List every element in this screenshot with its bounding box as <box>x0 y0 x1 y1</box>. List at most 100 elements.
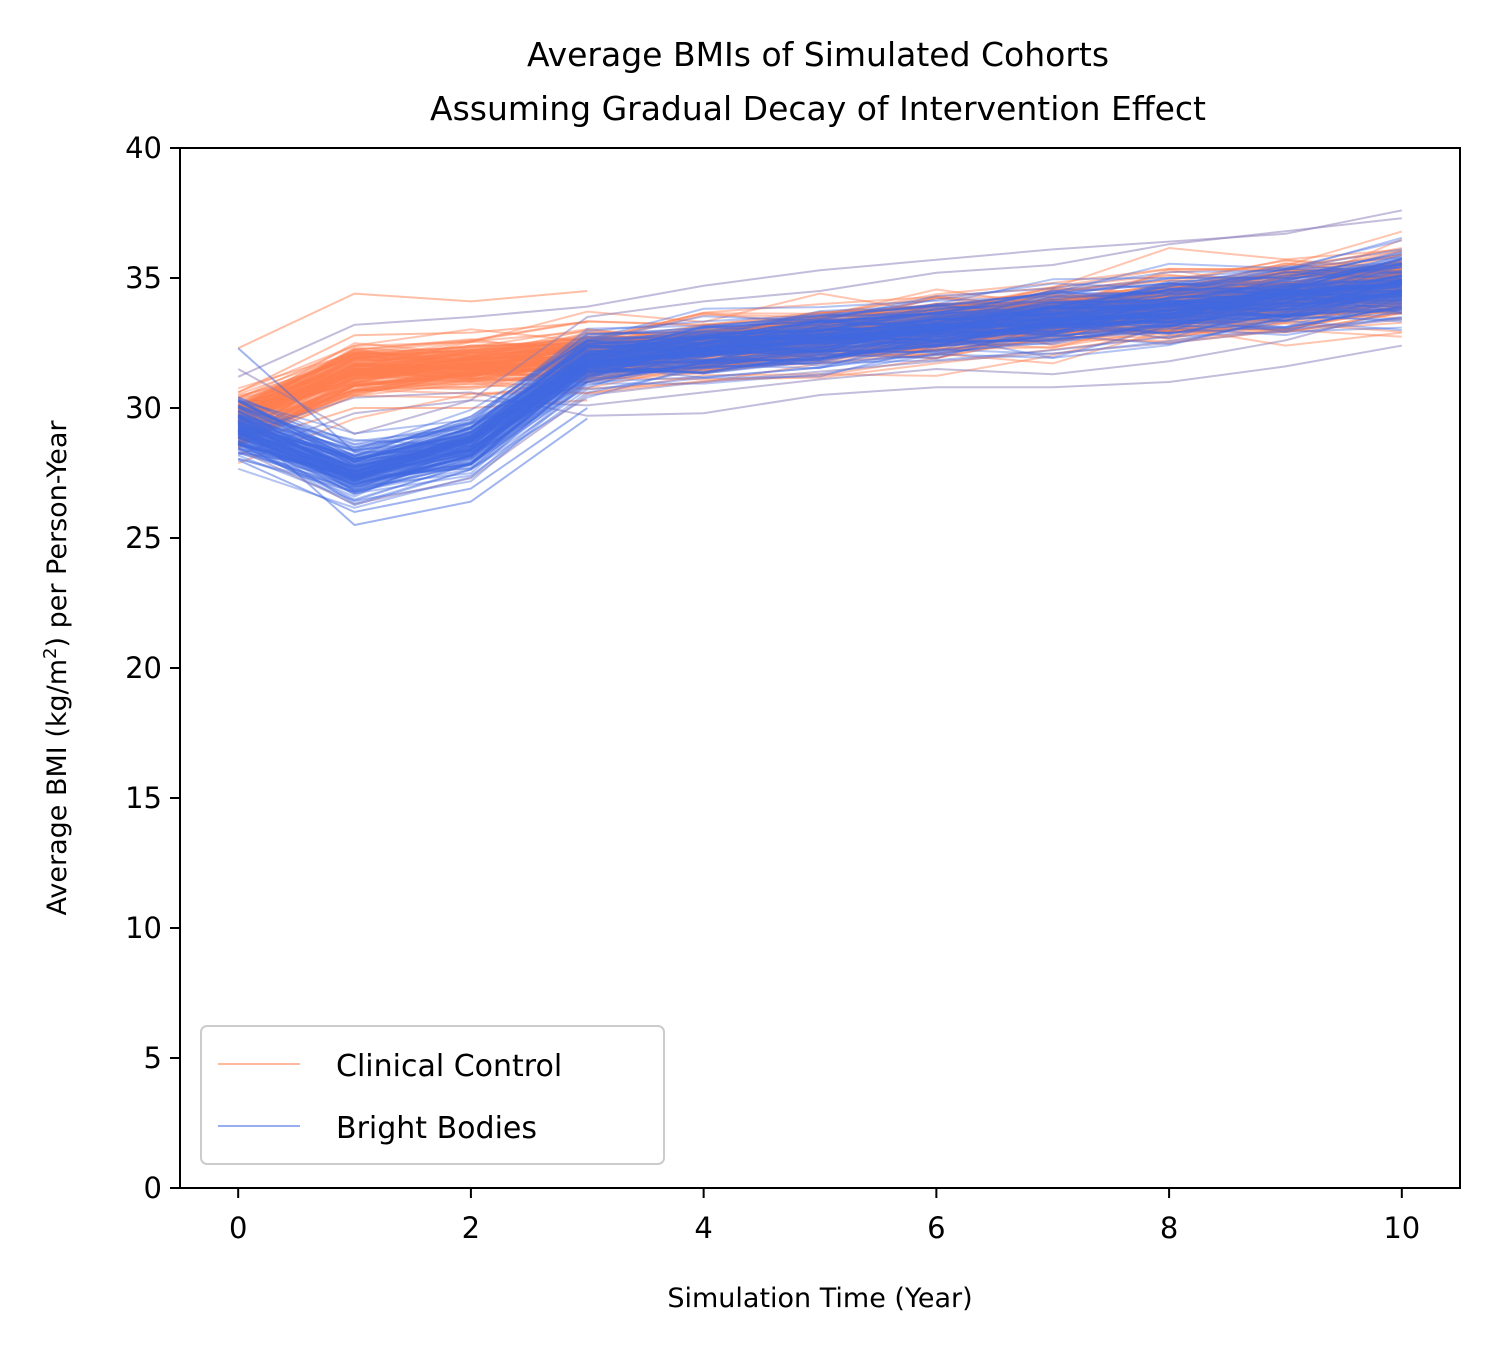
cohort-line <box>237 279 1402 467</box>
cohort-line <box>237 280 1402 482</box>
y-tick-label: 35 <box>125 261 162 295</box>
cohort-line <box>237 259 1402 399</box>
cohort-line <box>237 292 1402 479</box>
cohort-line <box>237 289 1403 478</box>
cohort-line <box>237 266 1402 471</box>
cohort-line <box>237 261 1402 474</box>
series-bright-bodies <box>237 217 1403 527</box>
cohort-line <box>237 246 1402 400</box>
cohort-line <box>237 269 1403 416</box>
cohort-line <box>237 291 1402 491</box>
cohort-line <box>237 312 1402 440</box>
cohort-line <box>237 301 1402 426</box>
cohort-line <box>237 282 1402 473</box>
cohort-line <box>237 262 1402 464</box>
cohort-line-outlier <box>237 344 1402 435</box>
cohort-line <box>237 283 1403 483</box>
cohort-line <box>237 288 1402 470</box>
cohort-line <box>237 283 1402 409</box>
cohort-line <box>237 304 1402 488</box>
cohort-line <box>237 306 1402 432</box>
cohort-line <box>237 296 1402 473</box>
cohort-line-outlier <box>237 290 588 350</box>
cohort-line <box>237 284 1402 473</box>
cohort-line <box>237 328 1402 439</box>
cohort-line <box>237 264 1403 474</box>
cohort-line <box>237 269 1402 408</box>
x-axis-label: Simulation Time (Year) <box>667 1283 972 1314</box>
cohort-line <box>237 305 1402 486</box>
cohort-line <box>237 308 1402 495</box>
cohort-line <box>237 276 1402 477</box>
cohort-line <box>237 294 1402 433</box>
cohort-line <box>237 238 1403 394</box>
cohort-line <box>237 283 1402 464</box>
cohort-line <box>237 281 1402 426</box>
cohort-line <box>237 282 1402 439</box>
series-lines <box>237 209 1403 527</box>
cohort-line <box>237 258 1403 408</box>
cohort-line <box>237 273 1402 418</box>
cohort-line <box>237 288 1402 420</box>
cohort-line <box>237 295 1402 425</box>
cohort-line <box>237 295 1402 435</box>
cohort-line <box>237 303 1403 450</box>
cohort-line <box>237 297 1402 441</box>
cohort-line <box>237 284 1402 477</box>
cohort-line <box>237 281 1402 473</box>
y-axis-label-prefix: Average BMI (kg/m <box>42 659 73 916</box>
cohort-line <box>237 281 1402 424</box>
cohort-line <box>237 289 1402 417</box>
cohort-line <box>237 295 1402 491</box>
cohort-line <box>237 301 1402 439</box>
cohort-line <box>237 267 1403 400</box>
cohort-line <box>237 284 1402 476</box>
cohort-line <box>237 271 1402 463</box>
cohort-line <box>238 282 1402 475</box>
cohort-line <box>237 291 1402 478</box>
cohort-line <box>237 301 1402 481</box>
cohort-line <box>237 263 1402 464</box>
cohort-line <box>237 294 1402 428</box>
cohort-line <box>237 288 1402 432</box>
cohort-line <box>237 294 1402 474</box>
cohort-line <box>237 280 1403 474</box>
cohort-line <box>237 266 1402 417</box>
cohort-line <box>237 304 1402 424</box>
cohort-line <box>237 263 1403 411</box>
cohort-line <box>237 274 1403 424</box>
cohort-line <box>237 301 1402 501</box>
cohort-line <box>237 281 1402 476</box>
cohort-line <box>237 263 1402 461</box>
cohort-line <box>237 275 1403 417</box>
cohort-line <box>237 252 1403 446</box>
cohort-line <box>237 291 1402 474</box>
cohort-line <box>237 288 1402 448</box>
cohort-line-outlier <box>237 318 1402 506</box>
cohort-line <box>237 307 1402 488</box>
cohort-line <box>237 292 1402 422</box>
cohort-line <box>237 286 1402 421</box>
cohort-line <box>237 299 1402 434</box>
cohort-line <box>237 254 1402 420</box>
cohort-line <box>237 278 1403 493</box>
cohort-line <box>237 289 1402 471</box>
cohort-line <box>237 284 1402 479</box>
cohort-line <box>237 289 1402 472</box>
cohort-line <box>237 280 1402 420</box>
cohort-line <box>237 297 1403 498</box>
cohort-line <box>237 273 1402 425</box>
cohort-line <box>237 307 1402 445</box>
cohort-line <box>237 288 1402 479</box>
legend-box <box>200 1025 665 1165</box>
cohort-line <box>237 264 1402 418</box>
cohort-line <box>237 282 1402 473</box>
cohort-line <box>237 268 1402 415</box>
cohort-line <box>237 274 1402 468</box>
x-tick-label: 0 <box>229 1211 247 1245</box>
chart-title-line-1: Average BMIs of Simulated Cohorts <box>527 35 1109 74</box>
cohort-line <box>237 294 1402 478</box>
cohort-line <box>237 290 1402 438</box>
cohort-line <box>237 292 1402 485</box>
